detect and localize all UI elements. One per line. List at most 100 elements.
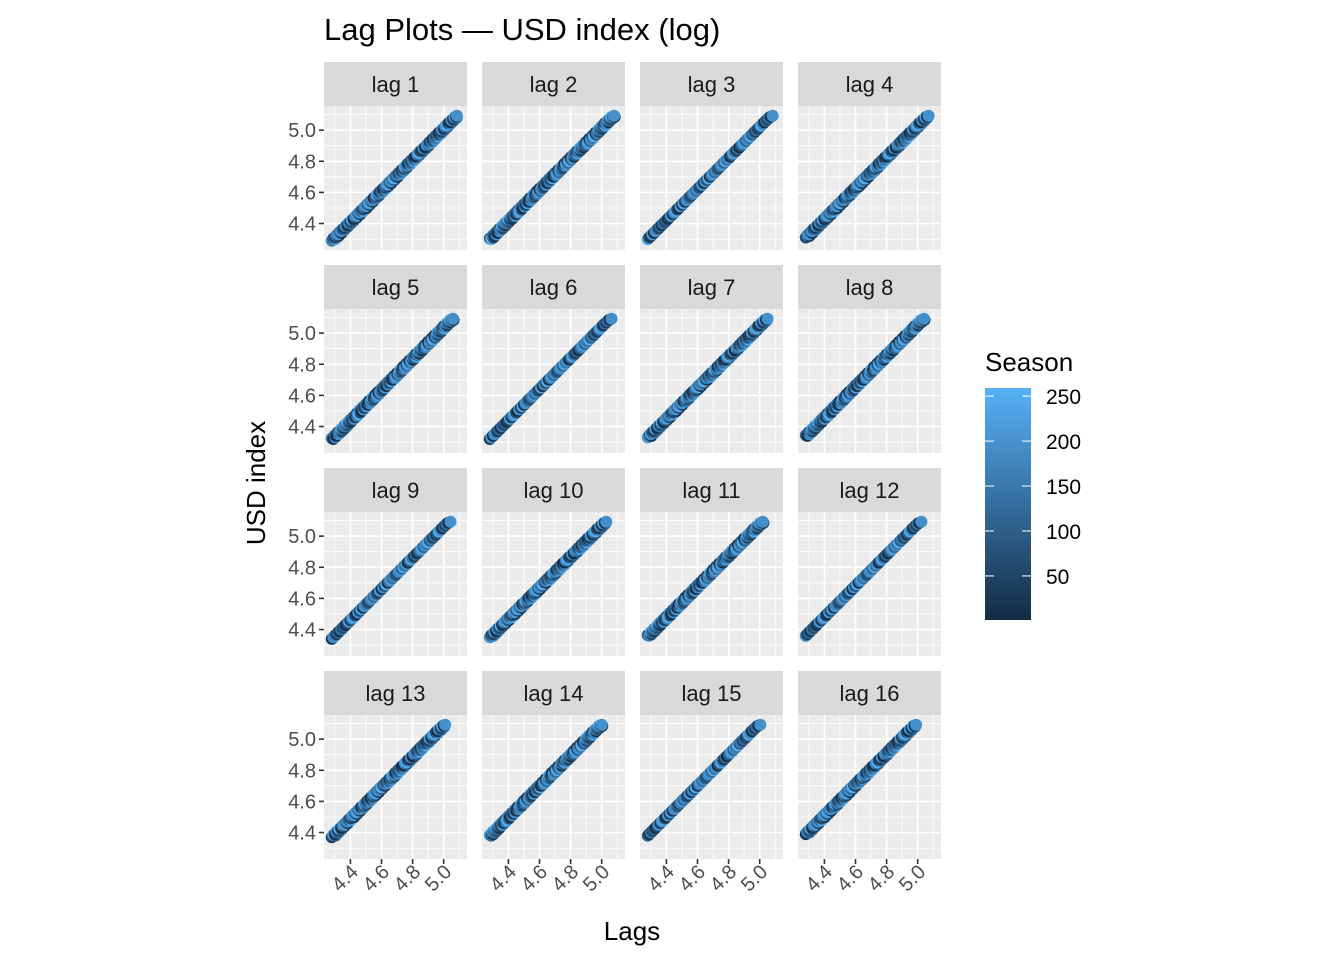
data-point bbox=[922, 109, 935, 122]
data-point bbox=[766, 109, 779, 122]
facet-strip bbox=[640, 468, 783, 512]
scatter-points bbox=[325, 109, 463, 247]
facet-panel: lag 134.44.64.85.04.44.64.85.0 bbox=[288, 671, 467, 896]
data-point bbox=[444, 515, 457, 528]
facet-strip bbox=[482, 265, 625, 309]
legend-tick-label: 150 bbox=[1046, 476, 1081, 499]
facet-panel: lag 9 4.4 4.6 4.8 5.0 bbox=[288, 468, 467, 656]
scatter-points bbox=[641, 312, 774, 444]
y-tick-label: 5.0 bbox=[288, 526, 316, 548]
facet-strip bbox=[640, 62, 783, 106]
legend-colorbar bbox=[985, 388, 1031, 620]
x-tick-label: 5.0 bbox=[737, 861, 772, 896]
panel-background bbox=[324, 715, 467, 859]
y-tick-label: 4.6 bbox=[288, 182, 316, 204]
facet-strip bbox=[482, 468, 625, 512]
panel-background bbox=[640, 512, 783, 656]
x-tick-label: 4.6 bbox=[359, 861, 394, 896]
y-tick-label: 5.0 bbox=[288, 729, 316, 751]
scatter-points bbox=[483, 312, 618, 445]
y-tick-label: 4.4 bbox=[288, 620, 316, 642]
y-tick-label: 4.6 bbox=[288, 385, 316, 407]
facet-strip-label: lag 15 bbox=[682, 681, 742, 706]
chart-title: Lag Plots — USD index (log) bbox=[324, 12, 720, 47]
data-point bbox=[608, 109, 621, 122]
scatter-points bbox=[641, 109, 779, 246]
data-point bbox=[605, 312, 618, 325]
scatter-points bbox=[325, 718, 452, 844]
x-tick-label: 4.8 bbox=[864, 861, 899, 896]
facet-strip-label: lag 4 bbox=[846, 72, 894, 97]
y-tick-label: 4.6 bbox=[288, 588, 316, 610]
panel-background bbox=[324, 512, 467, 656]
facet-strip-label: lag 13 bbox=[366, 681, 426, 706]
facet-strip bbox=[324, 671, 467, 715]
facet-strip bbox=[482, 62, 625, 106]
scatter-points bbox=[483, 109, 621, 246]
panel-background bbox=[482, 715, 625, 859]
scatter-points bbox=[799, 515, 928, 642]
data-point bbox=[450, 109, 463, 122]
x-tick-label: 4.6 bbox=[833, 861, 868, 896]
facet-panel: lag 1 4.4 4.6 4.8 5.0 bbox=[288, 62, 467, 250]
facet-panel: lag 4 bbox=[798, 62, 941, 250]
facet-strip-label: lag 14 bbox=[524, 681, 584, 706]
legend-tick-label: 50 bbox=[1046, 566, 1069, 589]
legend-title: Season bbox=[985, 347, 1073, 377]
facet-strip-label: lag 6 bbox=[530, 275, 578, 300]
x-tick-label: 4.4 bbox=[644, 861, 679, 896]
panel-background bbox=[798, 512, 941, 656]
facet-strip-label: lag 10 bbox=[524, 478, 584, 503]
data-point bbox=[917, 312, 930, 325]
data-point bbox=[910, 718, 923, 731]
facet-panel: lag 16 4.44.64.85.0 bbox=[798, 671, 941, 896]
data-point bbox=[447, 312, 459, 325]
facet-strip-label: lag 3 bbox=[688, 72, 736, 97]
scatter-points bbox=[325, 515, 457, 645]
data-point bbox=[439, 718, 452, 731]
facet-strip bbox=[324, 265, 467, 309]
facet-strip-label: lag 12 bbox=[840, 478, 900, 503]
facet-strip-label: lag 7 bbox=[688, 275, 736, 300]
x-tick-label: 5.0 bbox=[421, 861, 456, 896]
facet-strip-label: lag 5 bbox=[372, 275, 420, 300]
data-point bbox=[600, 515, 613, 528]
y-tick-label: 5.0 bbox=[288, 120, 316, 142]
x-tick-label: 4.6 bbox=[517, 861, 552, 896]
facet-panel: lag 12 bbox=[798, 468, 941, 656]
facet-panel: lag 2 bbox=[482, 62, 625, 250]
scatter-points bbox=[799, 312, 931, 442]
facet-strip bbox=[798, 671, 941, 715]
panel-background bbox=[640, 715, 783, 859]
x-tick-label: 4.4 bbox=[328, 861, 363, 896]
x-tick-label: 5.0 bbox=[579, 861, 614, 896]
facet-panel: lag 15 4.44.64.85.0 bbox=[640, 671, 783, 896]
scatter-points bbox=[483, 515, 613, 644]
y-tick-label: 4.8 bbox=[288, 557, 316, 579]
data-point bbox=[754, 718, 767, 731]
y-tick-label: 4.4 bbox=[288, 417, 316, 439]
y-tick-label: 4.8 bbox=[288, 760, 316, 782]
facet-strip-label: lag 8 bbox=[846, 275, 894, 300]
scatter-points bbox=[799, 109, 935, 244]
facet-panel: lag 14 4.44.64.85.0 bbox=[482, 671, 625, 896]
facet-strip bbox=[798, 62, 941, 106]
facet-panel: lag 6 bbox=[482, 265, 625, 453]
y-tick-label: 4.8 bbox=[288, 354, 316, 376]
scatter-points bbox=[641, 718, 767, 842]
x-tick-label: 4.8 bbox=[390, 861, 425, 896]
facet-panel: lag 5 4.4 4.6 4.8 5.0 bbox=[288, 265, 467, 453]
facet-strip bbox=[324, 62, 467, 106]
x-tick-label: 4.4 bbox=[486, 861, 521, 896]
data-point bbox=[915, 515, 928, 528]
data-point bbox=[761, 312, 774, 325]
scatter-points bbox=[641, 515, 770, 642]
legend-tick-label: 250 bbox=[1046, 386, 1081, 409]
x-tick-label: 4.4 bbox=[802, 861, 837, 896]
scatter-points bbox=[799, 718, 923, 841]
facet-strip bbox=[798, 468, 941, 512]
y-tick-label: 4.6 bbox=[288, 791, 316, 813]
data-point bbox=[595, 718, 608, 731]
